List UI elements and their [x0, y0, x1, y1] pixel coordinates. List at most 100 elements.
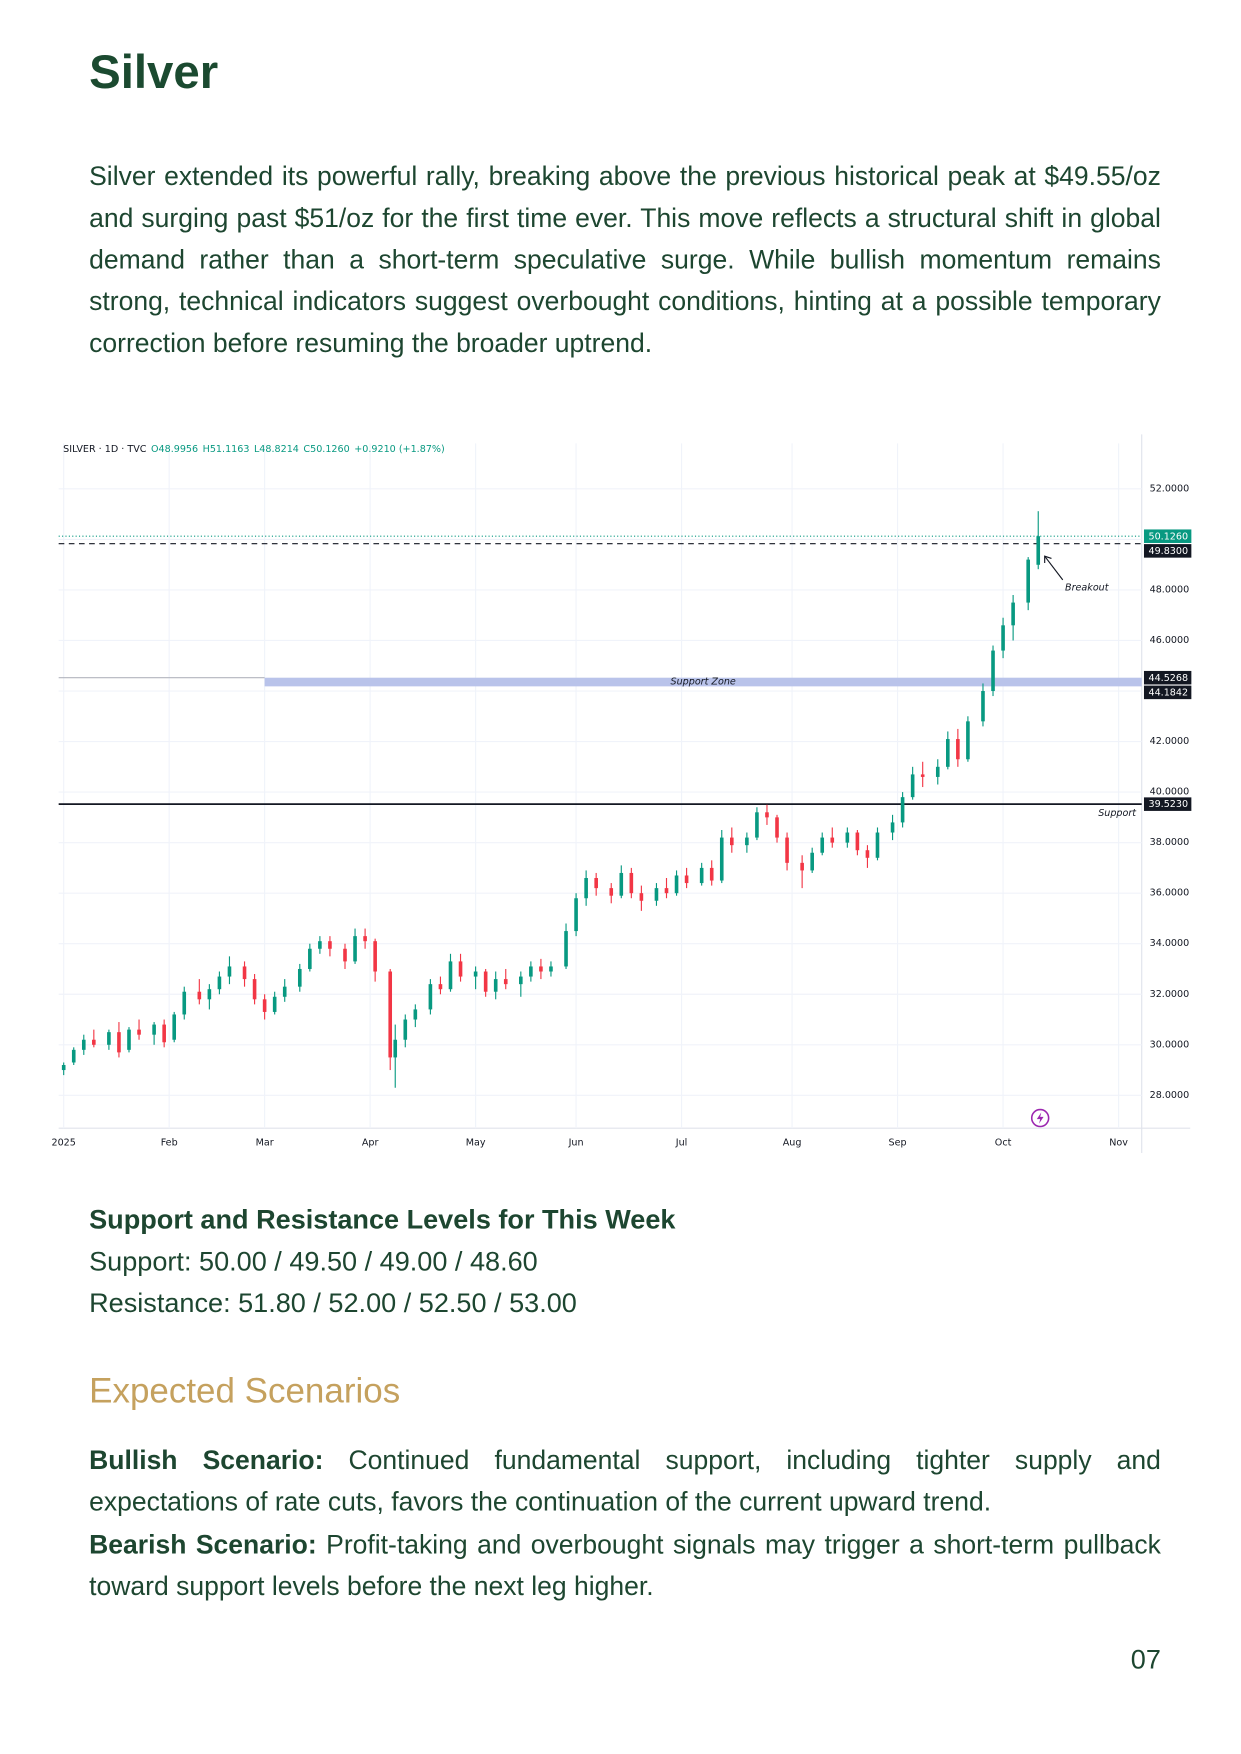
x-tick-label: Apr: [362, 1137, 379, 1148]
y-tick-label: 38.0000: [1150, 837, 1190, 848]
candle-body: [413, 1009, 418, 1020]
price-box: [1143, 670, 1192, 685]
x-tick-label: Jun: [568, 1137, 584, 1148]
candle-body: [639, 893, 644, 901]
candle-body: [699, 867, 704, 884]
y-tick-label: 42.0000: [1150, 736, 1190, 747]
candle-body: [428, 984, 433, 1010]
annotation: Support: [1098, 808, 1137, 819]
candle-body: [272, 996, 277, 1012]
candle-body: [920, 774, 925, 777]
candle-body: [71, 1049, 76, 1063]
resistance-levels: Resistance: 51.80 / 52.00 / 52.50 / 53.0…: [89, 1288, 577, 1319]
y-tick-label: 28.0000: [1150, 1090, 1190, 1101]
header-value: C50.1260: [303, 444, 349, 455]
candle-body: [890, 822, 895, 833]
candle-body: [388, 971, 393, 1058]
candle-body: [910, 774, 915, 798]
candle-body: [674, 875, 679, 894]
candle-body: [328, 941, 332, 949]
candle-body: [217, 976, 222, 990]
candle-body: [262, 999, 267, 1012]
levels-heading: Support and Resistance Levels for This W…: [89, 1204, 676, 1236]
candle-body: [297, 968, 302, 987]
candle-body: [438, 984, 443, 990]
scenario: Bullish Scenario: Continued fundamental …: [89, 1440, 1161, 1523]
scenario-label: Bullish Scenario:: [89, 1445, 324, 1475]
candle-body: [755, 812, 759, 838]
price-box: [1143, 529, 1192, 543]
title: Silver: [89, 45, 219, 99]
candle-body: [830, 837, 835, 843]
candle-body: [875, 832, 880, 858]
scenario-text: Continued fundamental support, including…: [89, 1445, 1161, 1517]
x-tick-label: Aug: [783, 1137, 802, 1148]
candle-body: [373, 941, 377, 972]
chart-header: SILVER · 1D · TVC O48.9956 H51.1163 L48.821…: [63, 444, 445, 455]
candle-body: [574, 898, 578, 932]
candle-body: [393, 1039, 398, 1058]
candle-body: [654, 888, 659, 901]
candle-body: [127, 1029, 131, 1050]
chart: SILVER · 1D · TVC O48.9956 H51.1163 L48.821…: [51, 434, 1192, 1153]
y-tick-label: 34.0000: [1150, 938, 1190, 949]
y-tick-label: 40.0000: [1150, 787, 1190, 798]
candle-body: [197, 991, 202, 1000]
candle-body: [61, 1065, 66, 1071]
candle-body: [991, 650, 995, 692]
candle-body: [609, 888, 614, 896]
candle-body: [800, 862, 804, 871]
candle-body: [810, 852, 814, 871]
y-tick-label: 30.0000: [1150, 1039, 1190, 1050]
candle-body: [162, 1024, 166, 1043]
candles: [61, 511, 1041, 1088]
candle-body: [709, 867, 714, 881]
candle-body: [363, 936, 367, 942]
candle-body: [242, 966, 247, 980]
price-box-label: 49.8300: [1148, 546, 1188, 557]
candle-body: [1001, 625, 1005, 651]
candle-body: [745, 837, 749, 846]
candle-body: [519, 976, 523, 985]
candle-body: [529, 966, 533, 977]
candle-body: [282, 986, 287, 997]
candle-body: [664, 888, 669, 894]
candle-body: [719, 837, 724, 881]
support-levels: Support: 50.00 / 49.50 / 49.00 / 48.60: [89, 1246, 538, 1278]
candle-body: [946, 739, 950, 767]
header-value: +0.9210 (+1.87%): [354, 444, 445, 455]
candle-body: [619, 872, 624, 896]
breakout-arrow: [1044, 555, 1064, 581]
x-tick-label: Jul: [675, 1137, 688, 1148]
candle-body: [730, 837, 734, 846]
candle-body: [137, 1029, 141, 1035]
price-box: [1143, 544, 1192, 558]
x-tick-label: May: [466, 1137, 486, 1148]
candle-body: [172, 1014, 177, 1040]
header-value: O48.9956: [151, 444, 198, 455]
price-box-label: 39.5230: [1148, 799, 1188, 810]
symbol: SILVER · 1D · TVC: [63, 444, 147, 455]
scenario: Bearish Scenario: Profit-taking and over…: [89, 1524, 1161, 1607]
price-box-label: 44.5268: [1148, 673, 1188, 684]
candle-body: [152, 1024, 156, 1035]
x-tick-label: 2025: [51, 1137, 75, 1148]
price-box: [1143, 797, 1192, 811]
candle-body: [92, 1039, 96, 1045]
price-box: [1143, 685, 1192, 700]
lightning-icon: [1030, 1108, 1050, 1128]
x-tick-label: Oct: [995, 1137, 1012, 1148]
support-zone: [264, 677, 1142, 687]
candle-body: [343, 948, 347, 962]
candle-body: [785, 837, 789, 863]
page-number: 07: [1130, 1644, 1161, 1676]
scenario-label: Bearish Scenario:: [89, 1529, 317, 1560]
candle-body: [493, 979, 498, 992]
candle-body: [117, 1032, 121, 1053]
candle-body: [820, 837, 825, 853]
candle-body: [865, 850, 870, 858]
candle-body: [1011, 602, 1015, 626]
chart-background: [58, 434, 1191, 1153]
candle-body: [448, 961, 453, 990]
